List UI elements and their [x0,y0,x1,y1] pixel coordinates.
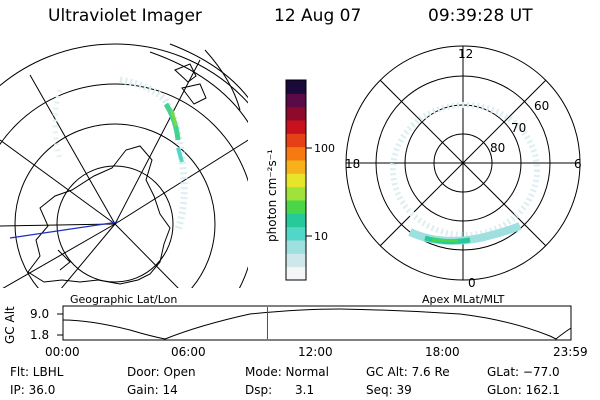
colorbar-segment [286,133,306,148]
status-gain: Gain: 14 [127,383,178,397]
mlat-label-80: 80 [490,141,505,155]
colorbar-segment [286,146,306,161]
colorbar-segment [286,186,306,201]
colorbar-segment [286,93,306,108]
colorbar-segment [286,200,306,214]
image-date: 12 Aug 07 [274,6,362,26]
altitude-xtick-1800: 18:00 [425,345,460,359]
status-gc-alt: GC Alt: 7.6 Re [366,365,450,379]
mlt-label-18: 18 [345,157,360,171]
mlt-label-0: 0 [468,276,476,290]
status-filter: Flt: LBHL [10,365,64,379]
status-glon: GLon: 162.1 [487,383,560,397]
geographic-map-label: Geographic Lat/Lon [70,293,177,306]
status-seq: Seq: 39 [366,383,412,397]
colorbar-segment [286,253,306,268]
altitude-xtick-2359: 23:59 [553,345,588,359]
colorbar-segment [286,226,306,241]
altitude-plot: GC Alt 9.0 1.8 00:00 06:00 12:00 18:00 2… [3,305,588,359]
mlt-label-6: 6 [574,157,582,171]
colorbar-segment [286,106,306,121]
altitude-xtick-1200: 12:00 [298,345,333,359]
colorbar-segment [286,213,306,228]
mlt-label-12: 12 [458,47,473,61]
apex-map [345,45,581,281]
colorbar-tick-100: 100 [314,142,335,155]
mlat-label-60: 60 [534,99,549,113]
image-title: Ultraviolet Imager [48,6,202,26]
altitude-ytick-9: 9.0 [30,307,49,321]
status-panel: Flt: LBHL IP: 36.0 Door: Open Gain: 14 M… [10,365,560,397]
colorbar-segment [286,240,306,254]
mlat-label-70: 70 [511,121,526,135]
apex-map-labels: 12 18 6 0 60 70 80 [345,47,582,290]
apex-map-label: Apex MLat/MLT [422,293,505,306]
status-mode: Mode: Normal [245,365,329,379]
altitude-ylabel: GC Alt [3,306,17,344]
image-time: 09:39:28 UT [428,6,533,26]
status-door: Door: Open [127,365,196,379]
colorbar-segment [286,120,306,134]
altitude-ytick-1-8: 1.8 [30,328,49,342]
colorbar-segment [286,160,306,174]
status-ip: IP: 36.0 [10,383,55,397]
status-glat: GLat: −77.0 [487,365,560,379]
geographic-map [0,43,248,288]
colorbar-tick-10: 10 [314,230,328,243]
colorbar-segment [286,80,306,94]
status-dsp: Dsp: 3.1 [245,383,314,397]
altitude-xtick-0000: 00:00 [45,345,80,359]
colorbar [286,80,306,281]
altitude-xtick-0600: 06:00 [171,345,206,359]
colorbar-unit-label: photon cm⁻²s⁻¹ [265,149,279,242]
colorbar-segment [286,266,306,281]
colorbar-segment [286,173,306,188]
